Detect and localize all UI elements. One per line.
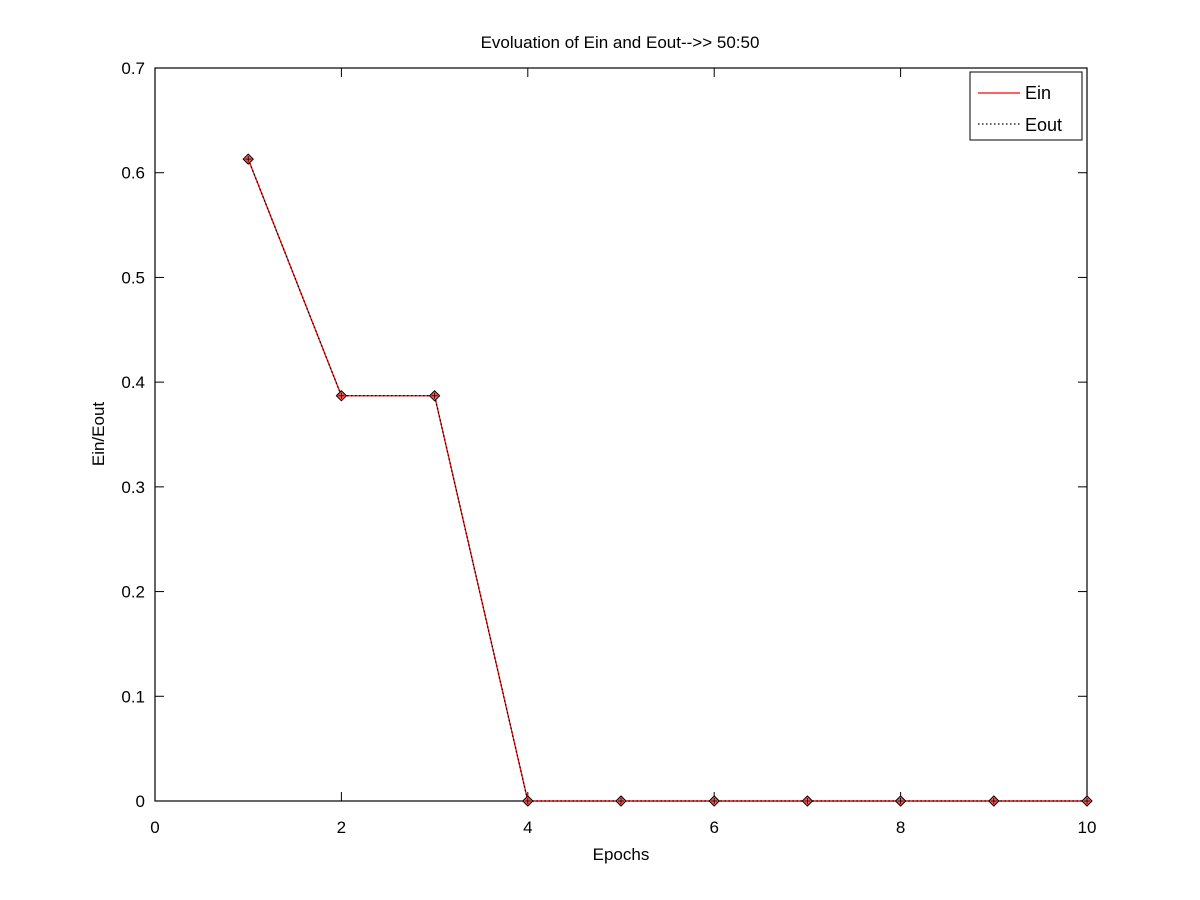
- y-tick-label: 0.5: [121, 268, 145, 287]
- legend-box: [969, 71, 1083, 141]
- y-tick-label: 0.1: [121, 687, 145, 706]
- data-point-eout: [801, 795, 814, 807]
- x-tick-label: 0: [150, 818, 159, 837]
- data-point-eout: [988, 795, 1000, 807]
- data-point-eout: [428, 390, 441, 402]
- y-axis-label: Ein/Eout: [89, 402, 108, 467]
- x-axis-label: Epochs: [593, 845, 650, 864]
- x-tick-label: 8: [896, 818, 905, 837]
- y-axis: 0 0.1 0.2 0.3 0.4 0.5 0.6 0.7: [121, 59, 1087, 811]
- legend-label-eout: Eout: [1025, 115, 1062, 135]
- data-point-eout: [335, 390, 348, 402]
- data-point-eout: [1081, 795, 1093, 807]
- data-point-eout: [242, 153, 254, 165]
- series-line-ein: [247, 158, 1087, 802]
- y-tick-label: 0.2: [121, 583, 145, 602]
- y-tick-label: 0.3: [121, 478, 145, 497]
- y-tick-label: 0.7: [121, 59, 145, 78]
- series-layer: [242, 153, 1093, 807]
- x-tick-label: 2: [337, 818, 346, 837]
- legend: Ein Eout: [969, 71, 1083, 141]
- x-tick-label: 10: [1078, 818, 1097, 837]
- y-tick-label: 0.4: [121, 373, 145, 392]
- x-tick-label: 4: [523, 818, 532, 837]
- chart-title: Evoluation of Ein and Eout-->> 50:50: [481, 33, 760, 52]
- legend-label-ein: Ein: [1025, 83, 1051, 103]
- x-axis: 0 2 4 6 8 10: [150, 68, 1096, 837]
- series-line-eout: [247, 158, 1087, 802]
- data-point-eout: [522, 795, 534, 807]
- plot-area-frame: [154, 67, 1088, 802]
- y-tick-label: 0: [136, 792, 145, 811]
- data-point-eout: [708, 795, 720, 807]
- data-point-eout: [894, 795, 907, 807]
- y-tick-label: 0.6: [121, 164, 145, 183]
- x-tick-label: 6: [709, 818, 718, 837]
- data-point-eout: [615, 795, 627, 807]
